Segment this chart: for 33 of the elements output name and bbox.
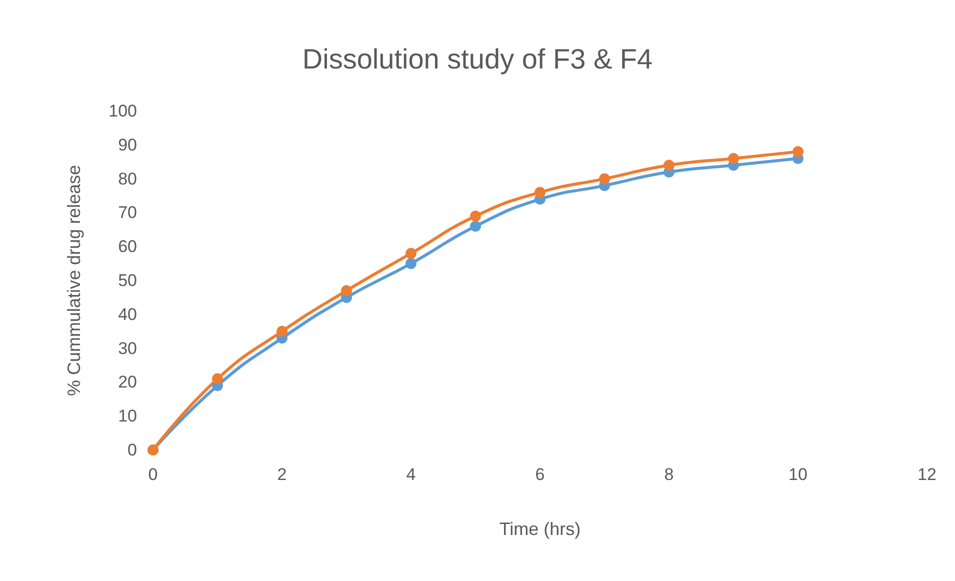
point bbox=[534, 186, 546, 198]
y-tick-label: 70 bbox=[118, 203, 137, 222]
y-tick-label: 50 bbox=[118, 271, 137, 290]
point bbox=[792, 146, 804, 158]
x-tick-label: 12 bbox=[918, 465, 936, 484]
y-axis-title: % Cummulative drug release bbox=[64, 164, 84, 396]
y-tick-label: 30 bbox=[118, 338, 137, 358]
point bbox=[470, 210, 481, 222]
point bbox=[728, 152, 739, 164]
point bbox=[664, 160, 674, 171]
point bbox=[406, 258, 416, 270]
x-tick-label: 2 bbox=[277, 465, 287, 484]
x-tick-label: 8 bbox=[664, 465, 674, 484]
y-tick-label: 100 bbox=[108, 102, 137, 120]
point bbox=[276, 326, 288, 337]
point bbox=[470, 220, 481, 232]
point bbox=[212, 373, 223, 384]
y-tick-label: 60 bbox=[118, 237, 137, 256]
y-tick-label: 40 bbox=[118, 304, 137, 324]
y-tick-label: 20 bbox=[118, 372, 137, 392]
chart-title: Dissolution study of F3 & F4 bbox=[302, 44, 653, 74]
x-axis-title: Time (hrs) bbox=[499, 519, 581, 539]
y-tick-label: 10 bbox=[118, 406, 137, 426]
x-tick-label: 6 bbox=[535, 465, 545, 484]
y-tick-label: 90 bbox=[118, 135, 137, 154]
x-tick-label: 4 bbox=[406, 465, 416, 484]
y-tick-label: 0 bbox=[128, 440, 137, 460]
y-tick-label: 80 bbox=[118, 169, 137, 188]
point bbox=[599, 173, 610, 184]
x-tick-label: 0 bbox=[148, 465, 158, 484]
x-tick-label: 10 bbox=[788, 465, 808, 484]
point bbox=[341, 285, 352, 296]
point bbox=[406, 248, 416, 259]
